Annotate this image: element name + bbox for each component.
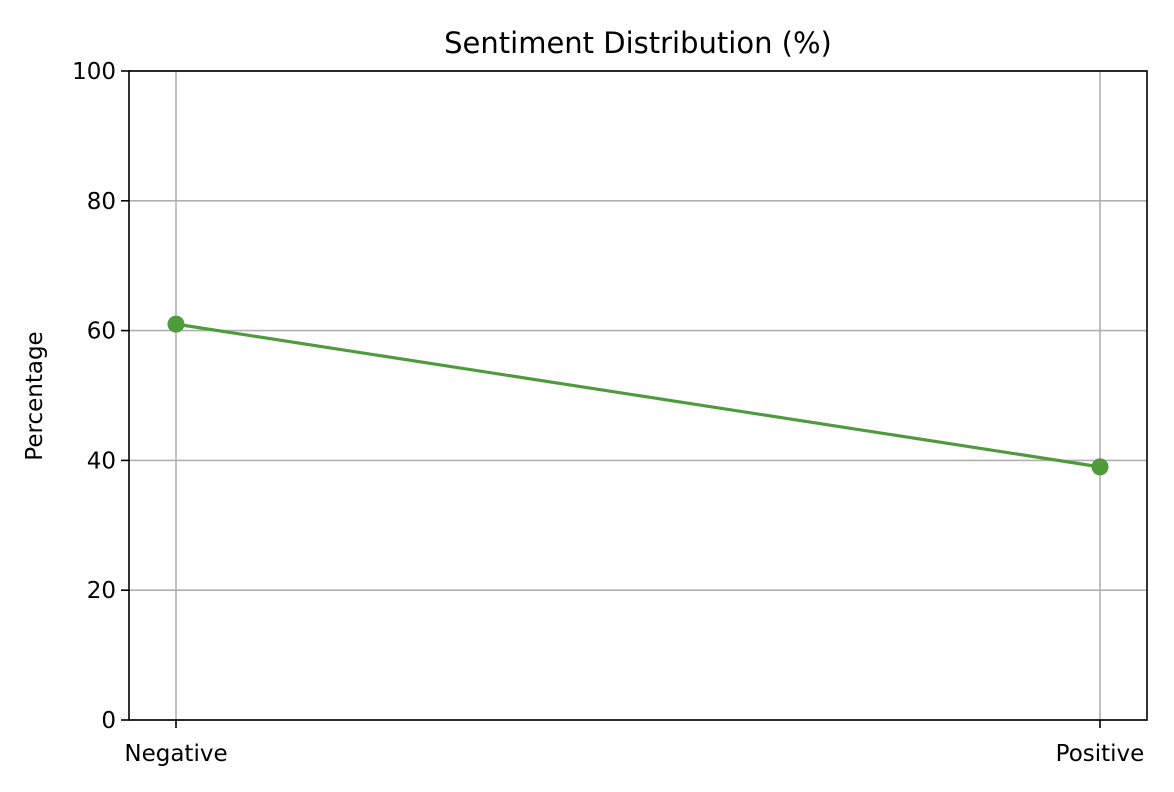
y-tick-label: 60 <box>87 319 116 345</box>
series-line <box>175 322 1101 469</box>
plot-series <box>167 315 1109 476</box>
y-tick-label: 0 <box>101 708 116 734</box>
y-axis-label: Percentage <box>22 331 48 460</box>
data-point <box>167 315 185 333</box>
y-tick-label: 40 <box>87 448 116 474</box>
x-tick-label: Positive <box>1056 741 1145 767</box>
y-axis: 0 20 40 60 80 100 <box>72 59 129 734</box>
x-tick-label: Negative <box>124 741 227 767</box>
y-tick-label: 20 <box>87 578 116 604</box>
plot-frame <box>128 70 1148 721</box>
chart-title: Sentiment Distribution (%) <box>444 26 832 60</box>
x-axis: Negative Positive <box>124 720 1144 767</box>
y-tick-label: 100 <box>72 59 116 85</box>
y-tick-label: 80 <box>87 189 116 215</box>
data-point <box>1091 458 1109 476</box>
